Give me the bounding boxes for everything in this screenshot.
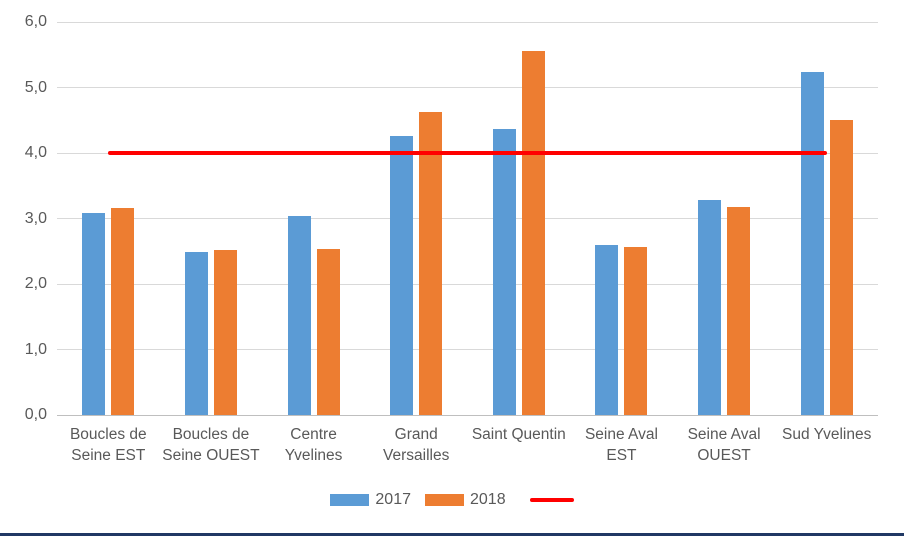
bar-2018-seine-aval-est — [624, 246, 648, 415]
bar-2018-centre-yvelines — [316, 249, 340, 415]
bar-2017-boucles-de-seine-est — [82, 212, 106, 415]
x-category-label-seine-aval-est: Seine Aval EST — [584, 426, 658, 464]
gridline-2,0 — [57, 283, 878, 285]
y-axis: 0,0 1,0 2,0 3,0 4,0 5,0 6,0 — [0, 14, 47, 423]
bar-2017-seine-aval-est — [595, 245, 619, 415]
bar-2017-sud-yvelines — [800, 72, 824, 415]
legend-swatch-2018 — [425, 494, 464, 506]
bar-2018-boucles-de-seine-est — [111, 208, 135, 415]
y-tick-label-1,0: 1,0 — [24, 340, 47, 358]
x-category-label-grand-versailles: Grand Versailles — [383, 426, 450, 464]
bar-group-boucles-de-seine-est — [57, 22, 160, 415]
y-tick-label-3,0: 3,0 — [24, 209, 47, 227]
gridline-3,0 — [57, 218, 878, 219]
bar-2018-boucles-de-seine-ouest — [213, 249, 237, 415]
x-axis-line — [57, 414, 878, 416]
y-tick-label-6,0: 6,0 — [24, 13, 47, 30]
x-category-label-sud-yvelines: Sud Yvelines — [782, 426, 872, 443]
y-tick-label-0,0: 0,0 — [24, 406, 47, 423]
frame-bottom-border — [0, 533, 904, 536]
bar-2018-seine-aval-ouest — [727, 207, 751, 415]
legend-label-2017: 2017 — [375, 491, 411, 508]
plot-area — [57, 21, 878, 416]
x-category-label-boucles-de-seine-ouest: Boucles de Seine OUEST — [162, 426, 260, 464]
bar-group-seine-aval-ouest — [673, 22, 776, 415]
bar-2018-saint-quentin — [521, 51, 545, 415]
gridline-1,0 — [57, 349, 878, 351]
gridline-6,0 — [57, 21, 878, 23]
bar-2017-grand-versailles — [390, 135, 414, 415]
bar-2018-grand-versailles — [419, 112, 443, 415]
bar-2017-seine-aval-ouest — [698, 200, 722, 415]
y-tick-label-4,0: 4,0 — [24, 144, 47, 162]
legend-label-2018: 2018 — [470, 491, 506, 508]
x-category-label-seine-aval-ouest: Seine Aval OUEST — [687, 426, 761, 464]
reference-line — [108, 151, 827, 156]
legend-swatch-2017 — [330, 494, 370, 506]
bar-group-centre-yvelines — [262, 22, 365, 415]
bar-group-sud-yvelines — [775, 22, 878, 415]
legend-item-2018: 2018 — [425, 491, 506, 509]
gridline-5,0 — [57, 87, 878, 88]
x-category-label-boucles-de-seine-est: Boucles de Seine EST — [69, 426, 147, 464]
y-tick-label-2,0: 2,0 — [24, 275, 47, 293]
legend-item-2017: 2017 — [330, 491, 411, 509]
bar-2018-sud-yvelines — [829, 120, 853, 415]
y-tick-label-5,0: 5,0 — [24, 78, 47, 96]
bar-group-boucles-de-seine-ouest — [160, 22, 263, 415]
x-category-label-saint-quentin: Saint Quentin — [471, 426, 566, 443]
bar-2017-boucles-de-seine-ouest — [184, 251, 208, 415]
x-axis: Boucles de Seine EST Boucles de Seine OUE… — [57, 424, 878, 466]
bar-2017-centre-yvelines — [287, 215, 311, 415]
bar-group-saint-quentin — [468, 22, 571, 415]
bar-group-seine-aval-est — [570, 22, 673, 415]
bar-2017-saint-quentin — [492, 129, 516, 415]
legend-reference-line-symbol — [529, 498, 574, 502]
x-category-label-centre-yvelines: Centre Yvelines — [284, 426, 343, 464]
bar-group-grand-versailles — [365, 22, 468, 415]
legend: 2017 2018 — [0, 491, 904, 509]
